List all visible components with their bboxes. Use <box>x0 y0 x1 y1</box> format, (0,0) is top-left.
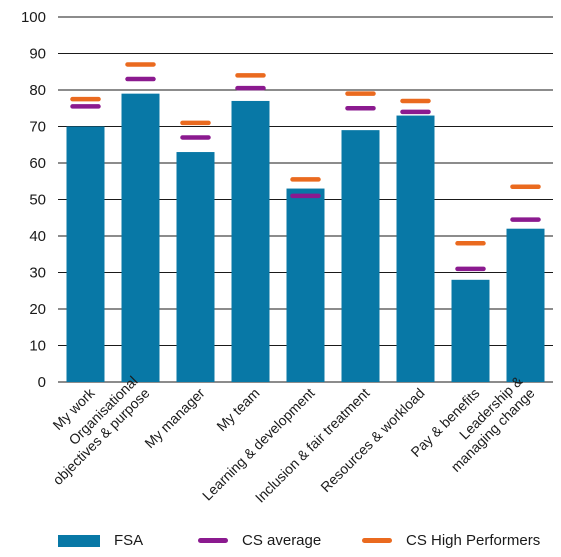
legend-item-cs-average: CS average <box>198 532 321 549</box>
y-tick-label-70: 70 <box>29 119 46 136</box>
chart: 0 10 20 30 40 50 60 70 80 90 100 My workOrganisati… <box>21 9 553 506</box>
bar-learning-and-development <box>286 188 325 382</box>
y-axis-ticks: 0 10 20 30 40 50 60 70 80 90 100 <box>21 9 46 391</box>
x-tick-label-resources-and-workload: Resources & workload <box>317 385 427 495</box>
x-tick-label-my-manager: My manager <box>141 385 208 452</box>
y-tick-label-50: 50 <box>29 192 46 209</box>
x-tick-label-organisational-objectives-and-purpose: Organisationalobjectives & purpose <box>37 373 152 488</box>
y-tick-label-90: 90 <box>29 46 46 63</box>
x-tick-label-learning-and-development: Learning & development <box>199 385 318 504</box>
y-tick-label-0: 0 <box>38 374 46 391</box>
bar-leadership-and-managing-change <box>506 228 545 382</box>
bar-my-manager <box>176 152 215 382</box>
x-tick-label-my-team: My team <box>213 385 262 434</box>
y-tick-label-10: 10 <box>29 338 46 355</box>
legend-item-fsa: FSA <box>58 532 143 549</box>
legend-swatch-cs-high-performers <box>362 538 392 543</box>
bar-inclusion-and-fair-treatment <box>341 130 380 382</box>
y-tick-label-40: 40 <box>29 228 46 245</box>
legend-item-cs-high-performers: CS High Performers <box>362 532 540 549</box>
legend-label-cs-average: CS average <box>242 532 322 549</box>
y-tick-label-80: 80 <box>29 82 46 99</box>
bar-my-work <box>66 126 105 382</box>
y-tick-label-60: 60 <box>29 155 46 172</box>
legend: FSA CS average CS High Performers <box>0 532 561 556</box>
legend-label-cs-high-performers: CS High Performers <box>406 532 541 549</box>
bar-my-team <box>231 100 270 382</box>
y-tick-label-30: 30 <box>29 265 46 282</box>
bars <box>66 93 545 383</box>
legend-label-fsa: FSA <box>114 532 144 549</box>
y-tick-label-100: 100 <box>21 9 46 26</box>
markers <box>70 62 541 272</box>
bar-organisational-objectives-and-purpose <box>121 93 160 383</box>
bar-pay-and-benefits <box>451 279 490 382</box>
legend-swatch-fsa <box>58 534 100 547</box>
legend-swatch-cs-average <box>198 538 228 543</box>
y-tick-label-20: 20 <box>29 301 46 318</box>
bar-resources-and-workload <box>396 115 435 383</box>
